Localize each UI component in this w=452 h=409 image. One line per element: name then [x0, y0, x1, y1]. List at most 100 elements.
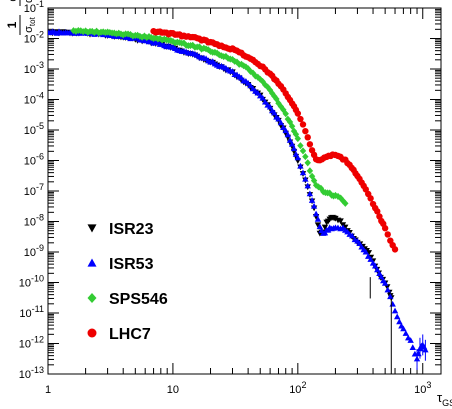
data-point [280, 124, 287, 131]
series-sps546 [70, 26, 349, 207]
data-point [391, 246, 399, 253]
data-point [259, 94, 266, 101]
legend-label: ISR23 [109, 221, 154, 238]
data-point [297, 162, 304, 169]
data-point [297, 142, 304, 150]
x-tick-label: 10 [167, 384, 179, 396]
svg-text:10-10: 10-10 [19, 274, 44, 290]
data-point [290, 127, 298, 135]
data-point [304, 182, 311, 189]
svg-text:10-2: 10-2 [24, 30, 44, 46]
data-point [257, 75, 264, 83]
data-point [349, 232, 356, 239]
y-axis-title: 1 σtot dσeldτGS [5, 0, 37, 35]
legend-item-isr53: ISR53 [87, 256, 154, 273]
data-point [152, 34, 159, 42]
svg-text:10-4: 10-4 [24, 91, 44, 107]
data-point [306, 190, 314, 197]
data-point [294, 110, 302, 117]
svg-text:10-12: 10-12 [19, 335, 44, 351]
series-lhc7 [150, 27, 399, 253]
data-point [127, 31, 134, 39]
data-point [394, 313, 401, 320]
data-point [387, 293, 394, 300]
data-point [120, 31, 127, 39]
y-tick-label: 10-8 [24, 213, 44, 229]
data-point [374, 266, 381, 273]
data-point [282, 127, 289, 134]
x-axis-title: τGS [437, 390, 452, 408]
svg-text:dσel: dσel [7, 0, 21, 2]
data-point [91, 29, 98, 37]
data-point [306, 167, 314, 175]
data-point [312, 210, 320, 217]
data-point [302, 127, 309, 135]
legend: ISR23 ISR53 SPS546 LHC7 [87, 221, 168, 343]
data-point [240, 62, 247, 70]
data-point [356, 240, 363, 246]
data-point [308, 197, 316, 203]
y-tick-label: 10-10 [19, 274, 44, 290]
svg-text:σtot: σtot [23, 16, 37, 32]
data-point [286, 136, 294, 143]
data-point [384, 231, 391, 238]
x-tick-label: 102 [289, 380, 306, 396]
legend-item-sps546: SPS546 [87, 291, 168, 308]
data-point [302, 175, 309, 182]
y-tick-label: 10-12 [19, 335, 44, 351]
x-tick-label: 103 [414, 380, 431, 396]
series-layer [48, 26, 429, 374]
data-point [288, 122, 296, 130]
y-tick-label: 10-3 [24, 60, 44, 76]
data-point [367, 256, 374, 262]
data-point [306, 141, 314, 148]
svg-text:10-1: 10-1 [24, 0, 44, 15]
data-point [317, 184, 325, 192]
legend-label: ISR53 [109, 256, 154, 273]
data-point [381, 279, 389, 286]
svg-text:dτGS: dτGS [23, 0, 37, 3]
data-point [82, 27, 89, 35]
data-point [294, 135, 302, 143]
svg-text:10-13: 10-13 [19, 365, 44, 381]
data-point [299, 121, 307, 128]
legend-label: SPS546 [109, 291, 168, 308]
y-tick-label: 10-1 [24, 0, 44, 15]
data-point [304, 134, 311, 141]
data-point [282, 110, 289, 118]
legend-item-lhc7: LHC7 [87, 326, 151, 343]
svg-text:10-9: 10-9 [24, 243, 44, 259]
data-point [266, 103, 274, 110]
data-point [290, 145, 298, 152]
svg-text:10-11: 10-11 [19, 304, 44, 320]
legend-item-isr23: ISR23 [87, 221, 154, 238]
data-point [332, 215, 339, 222]
svg-text:10-6: 10-6 [24, 152, 44, 168]
data-point [384, 286, 391, 293]
plot-frame [47, 7, 442, 375]
data-point [304, 159, 311, 167]
data-point [367, 195, 374, 202]
svg-text:10-7: 10-7 [24, 182, 44, 198]
data-point [254, 89, 262, 96]
y-tick-label: 10-5 [24, 121, 44, 137]
data-point [310, 202, 318, 209]
data-point [396, 318, 403, 325]
data-point [362, 248, 369, 255]
data-point [402, 330, 410, 336]
svg-text:10-8: 10-8 [24, 213, 44, 229]
data-point [275, 115, 282, 122]
data-point [378, 273, 385, 280]
data-point [337, 218, 344, 225]
axis-titles: τGS 1 σtot dσeldτGS [5, 0, 452, 408]
y-tick-label: 10-9 [24, 243, 44, 259]
legend-marker [87, 224, 97, 233]
legend-marker [87, 328, 97, 338]
data-point [321, 224, 329, 231]
y-tick-label: 10-4 [24, 91, 44, 107]
data-point [213, 49, 221, 57]
data-point [189, 41, 196, 49]
y-tick-label: 10-2 [24, 30, 44, 46]
legend-marker [87, 293, 97, 303]
